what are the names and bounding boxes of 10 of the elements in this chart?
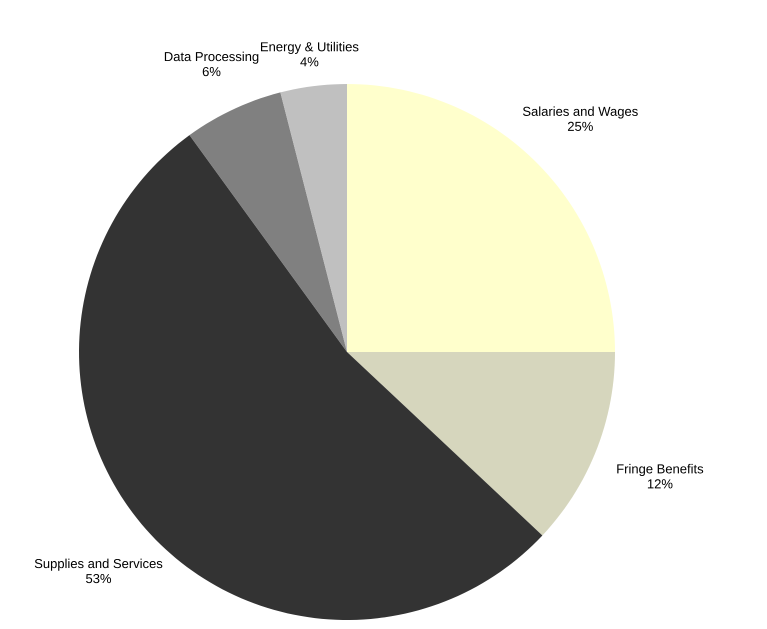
data-label: 6% <box>202 66 220 76</box>
slice-label: Fringe Benefits <box>617 464 704 476</box>
data-label: 4% <box>300 57 318 66</box>
data-label: 53% <box>86 574 112 584</box>
slice-label: Data Processing <box>164 52 258 64</box>
slice-label: Salaries and Wages <box>522 106 638 119</box>
data-label: 25% <box>568 122 593 131</box>
data-label: 12% <box>648 479 672 488</box>
slice-label: Supplies and Services <box>34 558 162 571</box>
slice-label: Energy & Utilities <box>260 42 358 54</box>
